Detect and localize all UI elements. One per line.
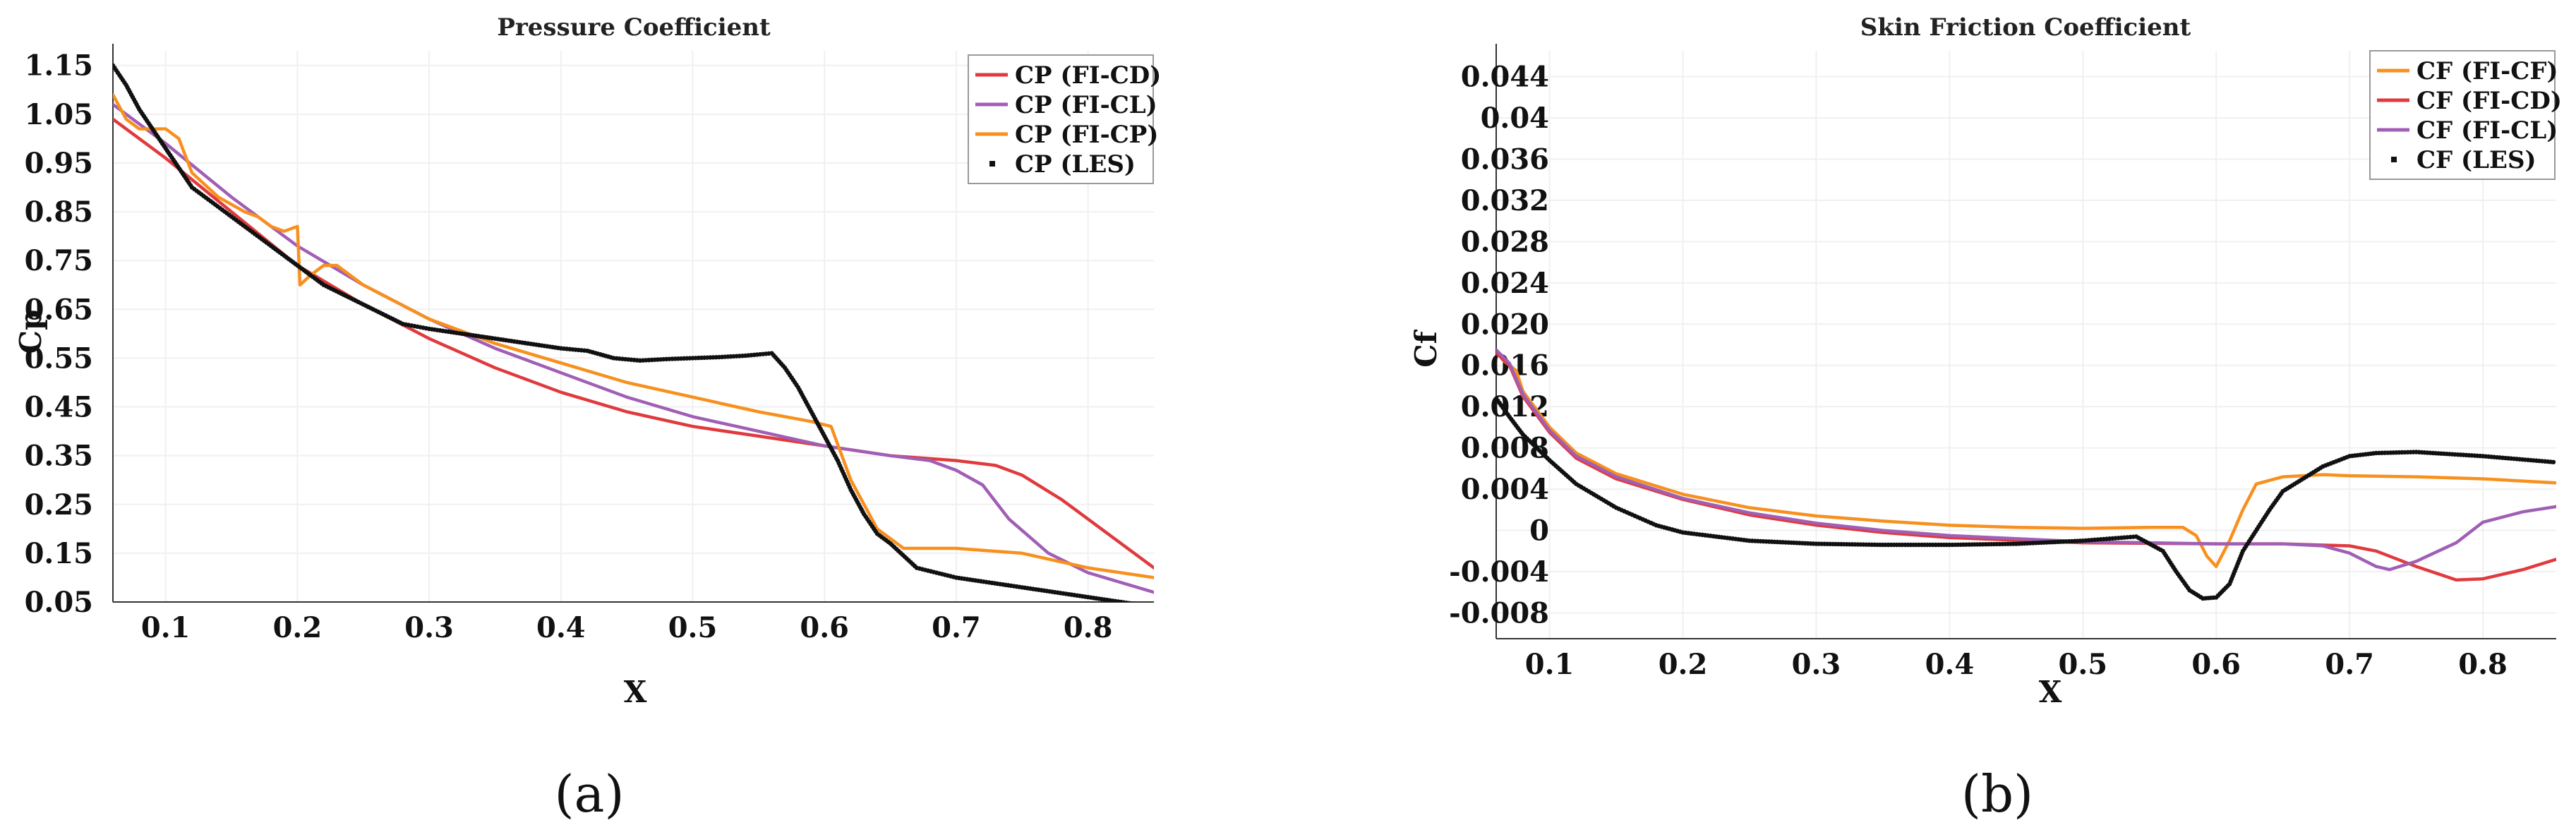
x-axis-label: X [624, 675, 647, 709]
y-tick-label: 0.028 [1461, 225, 1549, 258]
series-line-cf-fi-cl- [1496, 348, 2556, 572]
data-point [1146, 604, 1150, 608]
legend-label: CF (FI-CL) [2416, 116, 2558, 145]
data-point [1133, 601, 1136, 602]
y-axis-label: Cp [13, 310, 48, 354]
series-line-cp-fi-cd- [113, 117, 1154, 570]
data-point [1149, 604, 1153, 608]
data-point [1127, 601, 1131, 602]
legend-marker [2391, 157, 2397, 162]
y-tick-label: 0.020 [1461, 308, 1549, 341]
data-point [2551, 459, 2556, 464]
legend-label: CP (FI-CL) [1015, 91, 1157, 119]
series-line-cf-fi-cf- [1496, 348, 2556, 568]
x-tick-label: 0.4 [536, 611, 586, 644]
x-tick-label: 0.2 [1659, 648, 1708, 681]
legend-label: CF (LES) [2416, 146, 2536, 174]
data-point [1130, 601, 1134, 602]
x-tick-label: 0.5 [668, 611, 718, 644]
data-point [1138, 603, 1142, 607]
x-tick-label: 0.8 [2458, 648, 2508, 681]
y-tick-label: 0.15 [25, 537, 93, 570]
panel-label: (a) [554, 764, 624, 824]
y-tick-label: 0.036 [1461, 143, 1549, 176]
y-tick-label: 0.75 [25, 244, 93, 277]
y-tick-label: -0.008 [1449, 596, 1549, 630]
y-tick-label: 0.004 [1461, 473, 1549, 506]
y-tick-label: 1.05 [25, 98, 93, 131]
data-point [1124, 600, 1129, 602]
y-tick-label: 0 [1529, 514, 1549, 548]
y-tick-label: 0.032 [1461, 184, 1549, 217]
data-point [1135, 602, 1139, 606]
legend: CP (FI-CD)CP (FI-CL)CP (FI-CP)CP (LES) [968, 54, 1161, 184]
y-tick-label: 0.55 [25, 342, 93, 375]
y-tick-label: 0.05 [25, 586, 93, 619]
y-tick-label: 1.15 [25, 49, 93, 83]
legend-label: CP (FI-CD) [1015, 61, 1161, 90]
y-tick-label: 0.45 [25, 391, 93, 424]
x-axis-label: X [2039, 675, 2062, 709]
data-point [1140, 603, 1145, 607]
series-line-cp-fi-cl- [113, 102, 1154, 594]
series-line-cf-fi-cd- [1496, 351, 2556, 582]
x-tick-label: 0.4 [1925, 648, 1975, 681]
x-tick-label: 0.6 [2191, 648, 2241, 681]
y-tick-label: 0.04 [1481, 102, 1549, 135]
pressure-coefficient-chart: 0.05 0.15 0.25 0.35 0.45 0.55 0.65 0.75 0.85 0.95… [13, 13, 1161, 824]
data-point [1143, 603, 1148, 608]
y-tick-label: 0.85 [25, 195, 93, 229]
legend-label: CP (LES) [1015, 150, 1136, 179]
chart-title: Pressure Coefficient [497, 13, 771, 42]
x-tick-label: 0.7 [2325, 648, 2374, 681]
plot-area [113, 63, 1154, 608]
legend-marker [989, 161, 995, 167]
x-tick-label: 0.3 [404, 611, 454, 644]
plot-area [1496, 348, 2556, 601]
series-cf-les- [1496, 396, 2556, 601]
legend-label: CF (FI-CF) [2416, 57, 2558, 85]
x-tick-label: 0.6 [800, 611, 849, 644]
chart-title: Skin Friction Coefficient [1860, 13, 2191, 42]
x-tick-label: 0.8 [1064, 611, 1113, 644]
y-tick-label: 0.35 [25, 440, 93, 473]
y-axis-label: Cf [1409, 329, 1443, 367]
skin-friction-coefficient-chart: 0.044 0.04 0.036 0.032 0.028 0.024 0.020 0.016 0… [1409, 13, 2562, 824]
x-tick-label: 0.3 [1792, 648, 1841, 681]
y-tick-label: 0.95 [25, 147, 93, 180]
legend-label: CP (FI-CP) [1015, 121, 1158, 149]
x-tick-label: 0.5 [2058, 648, 2107, 681]
y-tick-label: -0.004 [1449, 555, 1549, 589]
x-tick-label: 0.1 [141, 611, 191, 644]
legend-label: CF (FI-CD) [2416, 87, 2562, 115]
series-line-cp-fi-cp- [113, 92, 1154, 579]
y-tick-label: 0.016 [1461, 349, 1549, 383]
y-tick-label: 0.25 [25, 488, 93, 522]
panel-label: (b) [1961, 764, 2033, 824]
series-cp-les- [113, 63, 1153, 608]
x-tick-label: 0.2 [273, 611, 323, 644]
legend: CF (FI-CF)CF (FI-CD)CF (FI-CL)CF (LES) [2369, 50, 2562, 180]
y-tick-label: 0.024 [1461, 267, 1549, 300]
y-tick-label: 0.65 [25, 293, 93, 326]
x-tick-label: 0.7 [932, 611, 981, 644]
y-tick-label: 0.044 [1461, 61, 1549, 94]
x-tick-label: 0.1 [1525, 648, 1575, 681]
